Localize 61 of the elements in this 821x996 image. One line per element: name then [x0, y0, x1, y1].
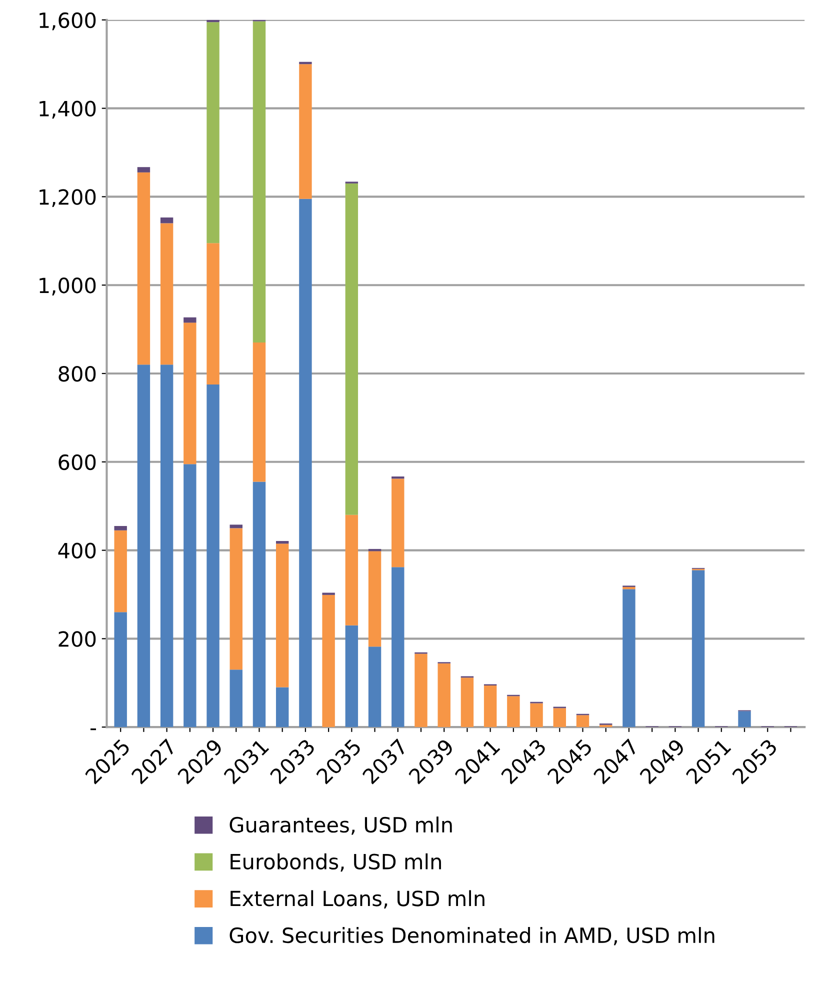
bar — [507, 696, 520, 728]
bar — [299, 62, 312, 64]
bar — [137, 364, 150, 728]
bar — [553, 708, 566, 728]
y-tick-label: 1,000 — [40, 278, 96, 296]
bar — [276, 541, 289, 544]
bar — [252, 482, 266, 728]
y-tick-label: - — [90, 728, 96, 730]
bar — [230, 670, 242, 728]
bar — [368, 646, 382, 728]
bar — [230, 524, 242, 528]
bar — [414, 654, 428, 728]
bar — [484, 686, 497, 728]
bar — [184, 322, 196, 464]
bar — [392, 478, 404, 568]
bar — [299, 198, 312, 728]
legend-label: Eurobonds, USD mln — [230, 853, 441, 872]
bar — [160, 364, 174, 728]
bar — [252, 342, 266, 482]
y-tick-label: 1,200 — [40, 189, 96, 208]
y-tick-label: 1,400 — [40, 100, 96, 119]
bar — [206, 20, 220, 22]
bar — [276, 687, 289, 728]
bar — [299, 64, 312, 199]
bar — [460, 678, 474, 728]
bar — [622, 589, 636, 728]
legend-label: Guarantees, USD mln — [230, 816, 452, 835]
bar — [114, 612, 127, 728]
bar — [230, 528, 242, 670]
bar — [692, 570, 705, 728]
bar — [368, 551, 382, 647]
bar — [184, 464, 196, 728]
bar — [322, 594, 335, 728]
bar — [576, 715, 590, 728]
bar — [276, 544, 289, 688]
legend-label: External Loans, USD mln — [230, 890, 484, 908]
bar — [345, 625, 358, 728]
y-tick-label: 600 — [58, 454, 96, 470]
bar — [206, 384, 220, 728]
bar — [530, 703, 543, 728]
y-tick-label: 1,600 — [40, 12, 96, 30]
bar — [114, 530, 127, 612]
bar — [438, 663, 450, 728]
bar — [738, 711, 751, 728]
bar — [206, 243, 220, 385]
bar — [137, 172, 150, 365]
legend-label: Gov. Securities Denominated in AMD, USD mln — [230, 927, 714, 946]
bar — [137, 167, 150, 172]
bar — [345, 514, 358, 626]
y-tick-label: 800 — [58, 366, 96, 382]
y-tick-label: 400 — [58, 542, 96, 558]
bar — [184, 317, 196, 323]
bar — [160, 217, 174, 224]
bar — [622, 586, 636, 590]
y-tick-label: 200 — [58, 631, 96, 647]
bar — [114, 526, 127, 530]
bar — [206, 22, 220, 244]
bar — [252, 21, 266, 343]
bar — [160, 223, 174, 365]
bar — [392, 567, 404, 728]
bar — [345, 183, 358, 515]
